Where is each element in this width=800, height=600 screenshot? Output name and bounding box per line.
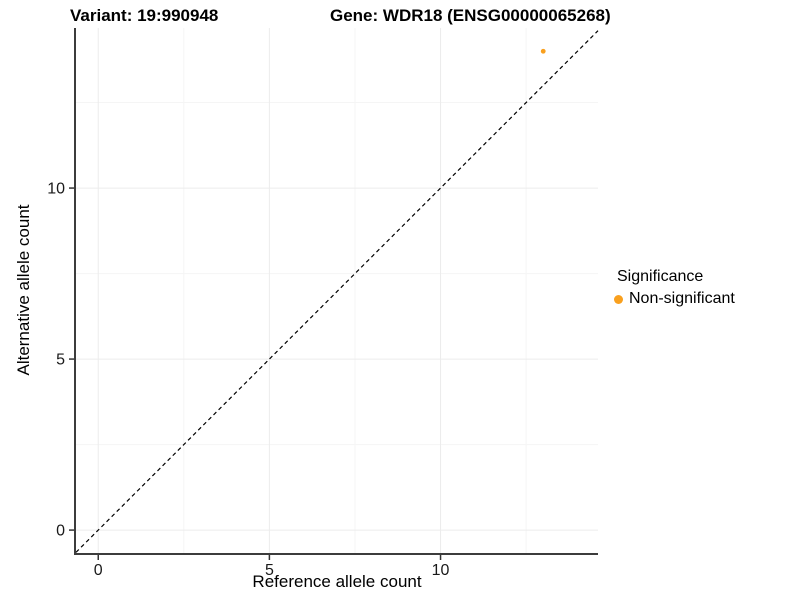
identity-dashed-line xyxy=(75,30,599,553)
legend-entry: Non-significant xyxy=(614,290,735,308)
y-tick-label: 5 xyxy=(56,352,65,369)
y-axis-title: Alternative allele count xyxy=(14,204,33,376)
gene-title: Gene: WDR18 (ENSG00000065268) xyxy=(330,6,611,25)
variant-title: Variant: 19:990948 xyxy=(70,6,219,25)
legend-entry-label: Non-significant xyxy=(629,290,735,307)
legend-title: Significance xyxy=(617,268,704,285)
x-tick-label: 10 xyxy=(432,562,450,579)
legend-entries: Non-significant xyxy=(614,290,735,308)
y-tick-label: 10 xyxy=(47,181,65,198)
data-point xyxy=(540,48,546,54)
legend-point-icon xyxy=(614,294,623,304)
x-axis-title: Reference allele count xyxy=(252,572,422,591)
x-tick-label: 5 xyxy=(265,562,274,579)
legend: Significance Non-significant xyxy=(614,268,735,308)
x-tick-label: 0 xyxy=(94,562,103,579)
y-tick-label: 0 xyxy=(56,523,65,540)
